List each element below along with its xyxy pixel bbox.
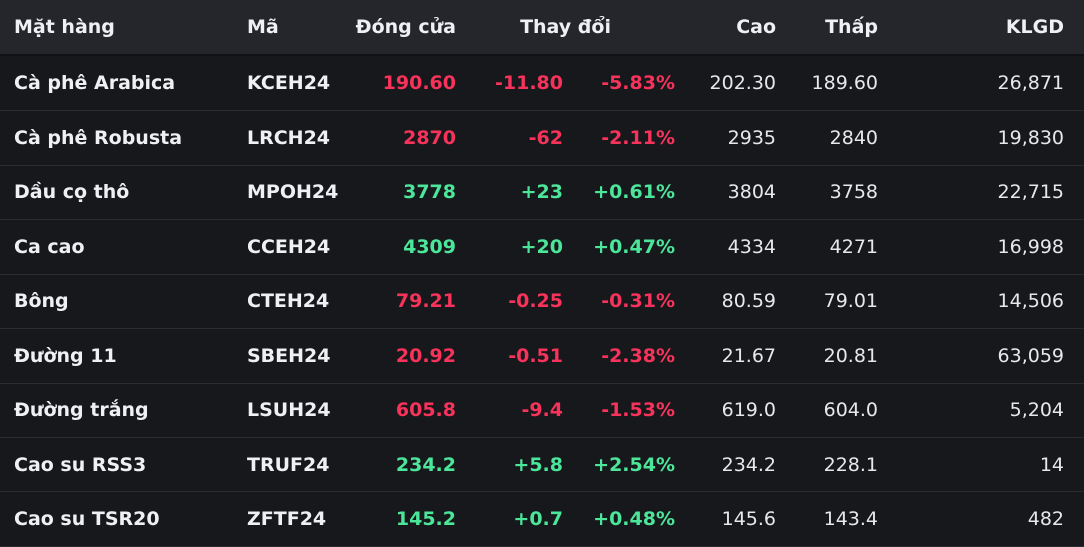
change-percent: +0.47% [563, 219, 676, 275]
low-price: 143.4 [776, 491, 879, 547]
change-value: +0.7 [456, 491, 563, 547]
table-row[interactable]: Ca cao CCEH24 4309 +20 +0.47% 4334 4271 … [0, 219, 1084, 275]
change-value: +5.8 [456, 437, 563, 493]
change-value: +23 [456, 165, 563, 221]
table-row[interactable]: Dầu cọ thô MPOH24 3778 +23 +0.61% 3804 3… [0, 165, 1084, 221]
commodity-code: LRCH24 [233, 110, 340, 166]
column-header-change: Thay đổi [456, 0, 676, 56]
volume: 26,871 [878, 55, 1084, 112]
commodity-name: Cao su RSS3 [0, 437, 233, 493]
commodity-code: TRUF24 [233, 437, 340, 493]
high-price: 80.59 [675, 274, 777, 330]
low-price: 79.01 [776, 274, 879, 330]
low-price: 4271 [776, 219, 879, 275]
low-price: 20.81 [776, 328, 879, 384]
low-price: 189.60 [776, 55, 879, 112]
close-price: 145.2 [340, 491, 456, 547]
high-price: 21.67 [675, 328, 777, 384]
commodity-code: MPOH24 [233, 165, 340, 221]
close-price: 79.21 [340, 274, 456, 330]
commodity-name: Đường trắng [0, 383, 233, 438]
volume: 14 [878, 437, 1084, 493]
table-row[interactable]: Đường trắng LSUH24 605.8 -9.4 -1.53% 619… [0, 383, 1084, 438]
commodity-code: CCEH24 [233, 219, 340, 275]
commodity-code: SBEH24 [233, 328, 340, 384]
table-header: Mặt hàng Mã Đóng cửa Thay đổi Cao Thấp K… [0, 0, 1084, 56]
commodity-name: Bông [0, 274, 233, 330]
table-body: Cà phê Arabica KCEH24 190.60 -11.80 -5.8… [0, 55, 1084, 547]
table-row[interactable]: Cà phê Arabica KCEH24 190.60 -11.80 -5.8… [0, 55, 1084, 112]
low-price: 604.0 [776, 383, 879, 438]
table-row[interactable]: Cà phê Robusta LRCH24 2870 -62 -2.11% 29… [0, 110, 1084, 166]
change-value: -62 [456, 110, 563, 166]
column-header-volume: KLGD [878, 0, 1084, 56]
table-row[interactable]: Bông CTEH24 79.21 -0.25 -0.31% 80.59 79.… [0, 274, 1084, 330]
commodity-name: Cà phê Arabica [0, 55, 233, 112]
high-price: 145.6 [675, 491, 777, 547]
commodity-name: Cao su TSR20 [0, 491, 233, 547]
commodity-code: ZFTF24 [233, 491, 340, 547]
high-price: 202.30 [675, 55, 777, 112]
table-row[interactable]: Cao su TSR20 ZFTF24 145.2 +0.7 +0.48% 14… [0, 491, 1084, 547]
close-price: 4309 [340, 219, 456, 275]
commodity-code: CTEH24 [233, 274, 340, 330]
table-row[interactable]: Cao su RSS3 TRUF24 234.2 +5.8 +2.54% 234… [0, 437, 1084, 493]
low-price: 228.1 [776, 437, 879, 493]
change-value: -9.4 [456, 383, 563, 438]
volume: 22,715 [878, 165, 1084, 221]
volume: 63,059 [878, 328, 1084, 384]
high-price: 234.2 [675, 437, 777, 493]
close-price: 605.8 [340, 383, 456, 438]
change-value: -11.80 [456, 55, 563, 112]
volume: 482 [878, 491, 1084, 547]
commodity-name: Dầu cọ thô [0, 165, 233, 221]
change-value: -0.25 [456, 274, 563, 330]
close-price: 2870 [340, 110, 456, 166]
column-header-close: Đóng cửa [340, 0, 456, 56]
commodity-name: Đường 11 [0, 328, 233, 384]
low-price: 2840 [776, 110, 879, 166]
close-price: 3778 [340, 165, 456, 221]
change-percent: -0.31% [563, 274, 676, 330]
close-price: 190.60 [340, 55, 456, 112]
change-percent: +2.54% [563, 437, 676, 493]
high-price: 3804 [675, 165, 777, 221]
change-percent: -5.83% [563, 55, 676, 112]
commodity-code: KCEH24 [233, 55, 340, 112]
close-price: 234.2 [340, 437, 456, 493]
change-value: -0.51 [456, 328, 563, 384]
volume: 16,998 [878, 219, 1084, 275]
column-header-code: Mã [233, 0, 340, 56]
change-percent: -2.38% [563, 328, 676, 384]
high-price: 619.0 [675, 383, 777, 438]
volume: 14,506 [878, 274, 1084, 330]
high-price: 2935 [675, 110, 777, 166]
table-row[interactable]: Đường 11 SBEH24 20.92 -0.51 -2.38% 21.67… [0, 328, 1084, 384]
close-price: 20.92 [340, 328, 456, 384]
column-header-commodity: Mặt hàng [0, 0, 233, 56]
low-price: 3758 [776, 165, 879, 221]
volume: 5,204 [878, 383, 1084, 438]
change-percent: +0.61% [563, 165, 676, 221]
change-value: +20 [456, 219, 563, 275]
change-percent: +0.48% [563, 491, 676, 547]
change-percent: -1.53% [563, 383, 676, 438]
commodity-name: Ca cao [0, 219, 233, 275]
column-header-low: Thấp [776, 0, 879, 56]
column-header-high: Cao [675, 0, 777, 56]
commodity-code: LSUH24 [233, 383, 340, 438]
volume: 19,830 [878, 110, 1084, 166]
change-percent: -2.11% [563, 110, 676, 166]
commodity-name: Cà phê Robusta [0, 110, 233, 166]
high-price: 4334 [675, 219, 777, 275]
